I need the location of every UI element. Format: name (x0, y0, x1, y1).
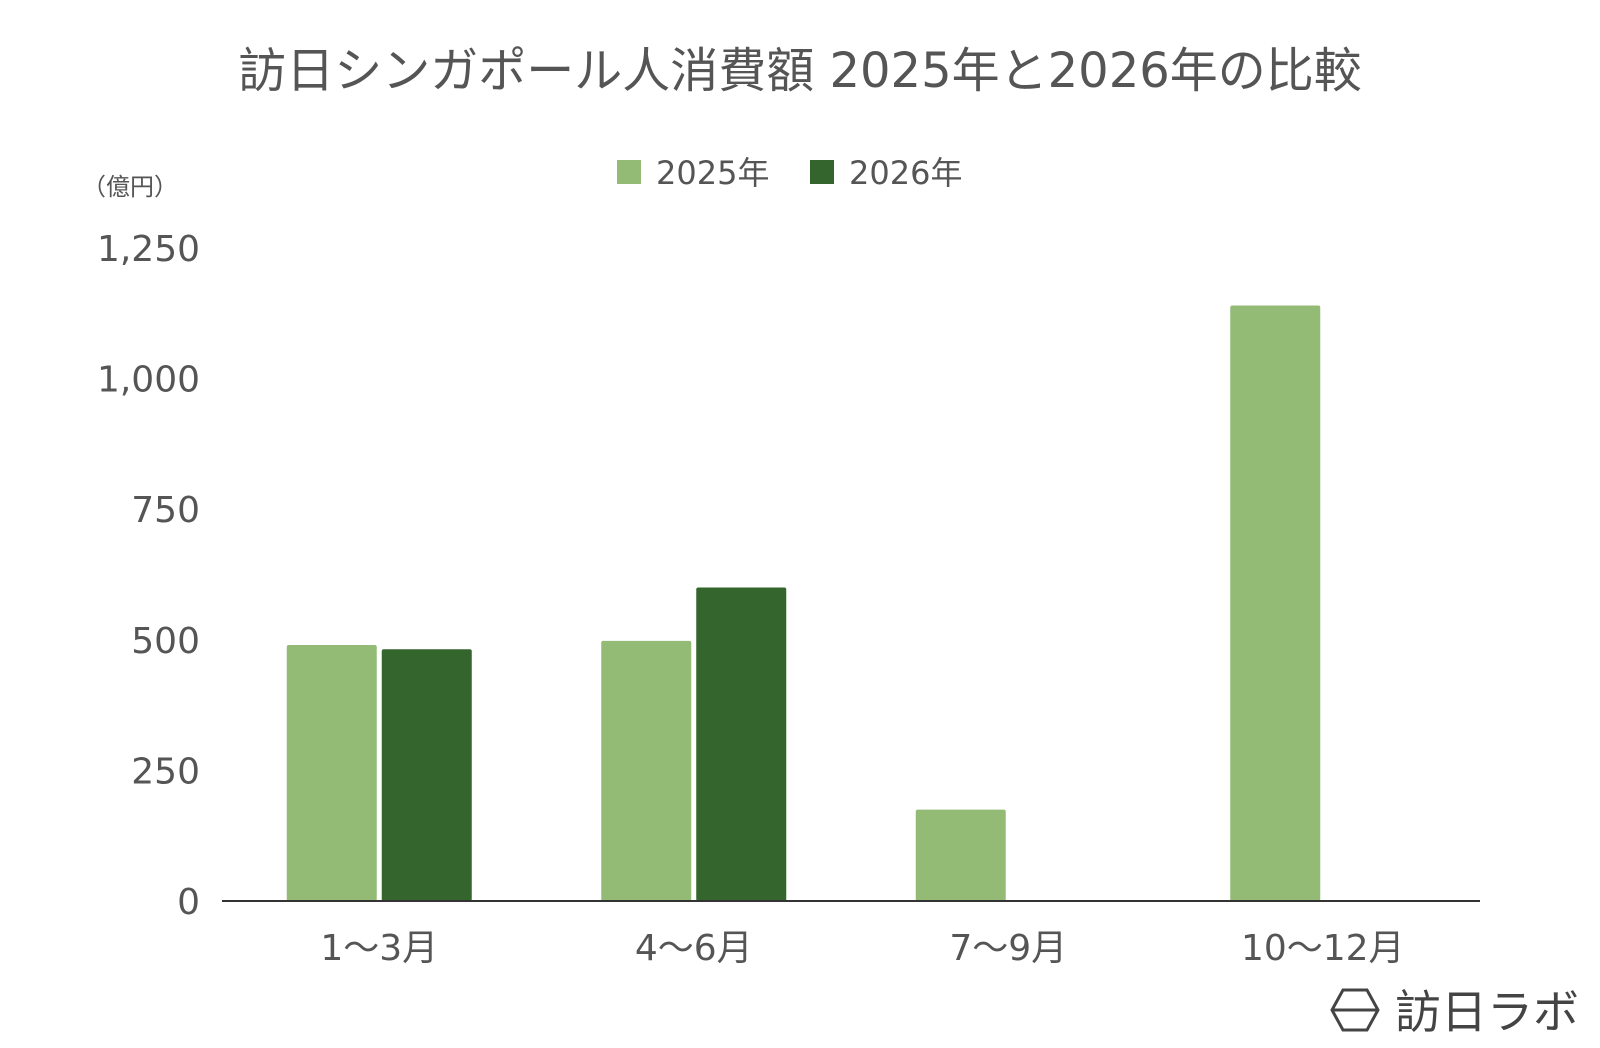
bar-2025年-10〜12月 (1230, 305, 1321, 901)
hexagon-logo-icon (1330, 988, 1380, 1032)
legend: 2025年 2026年 (617, 154, 962, 192)
bar-2026年-1〜3月 (381, 649, 472, 901)
y-axis-ticks: 0 250 500 750 1,000 1,250 (97, 229, 200, 923)
bar-2026年-4〜6月 (696, 587, 787, 901)
y-tick-label: 1,250 (97, 229, 200, 270)
x-tick-label: 4〜6月 (635, 928, 753, 969)
legend-swatch-2026 (810, 160, 834, 184)
y-axis-unit-label: （億円） (82, 173, 178, 201)
brand-name: 訪日ラボ (1395, 985, 1579, 1039)
legend-label-2025: 2025年 (656, 154, 769, 192)
y-tick-label: 250 (131, 751, 200, 792)
bars (286, 305, 1321, 901)
bar-2025年-7〜9月 (915, 809, 1006, 901)
x-axis-ticks: 1〜3月 4〜6月 7〜9月 10〜12月 (320, 928, 1404, 969)
bar-2025年-1〜3月 (286, 645, 377, 901)
legend-swatch-2025 (617, 160, 641, 184)
x-tick-label: 7〜9月 (949, 928, 1067, 969)
x-tick-label: 1〜3月 (320, 928, 438, 969)
chart-title: 訪日シンガポール人消費額 2025年と2026年の比較 (238, 43, 1362, 99)
x-tick-label: 10〜12月 (1241, 928, 1405, 969)
y-tick-label: 500 (131, 621, 200, 662)
y-tick-label: 1,000 (97, 360, 200, 401)
y-tick-label: 750 (131, 490, 200, 531)
brand-logo: 訪日ラボ (1330, 985, 1579, 1039)
bar-2025年-4〜6月 (601, 640, 692, 901)
legend-label-2026: 2026年 (849, 154, 962, 192)
y-tick-label: 0 (177, 882, 200, 923)
